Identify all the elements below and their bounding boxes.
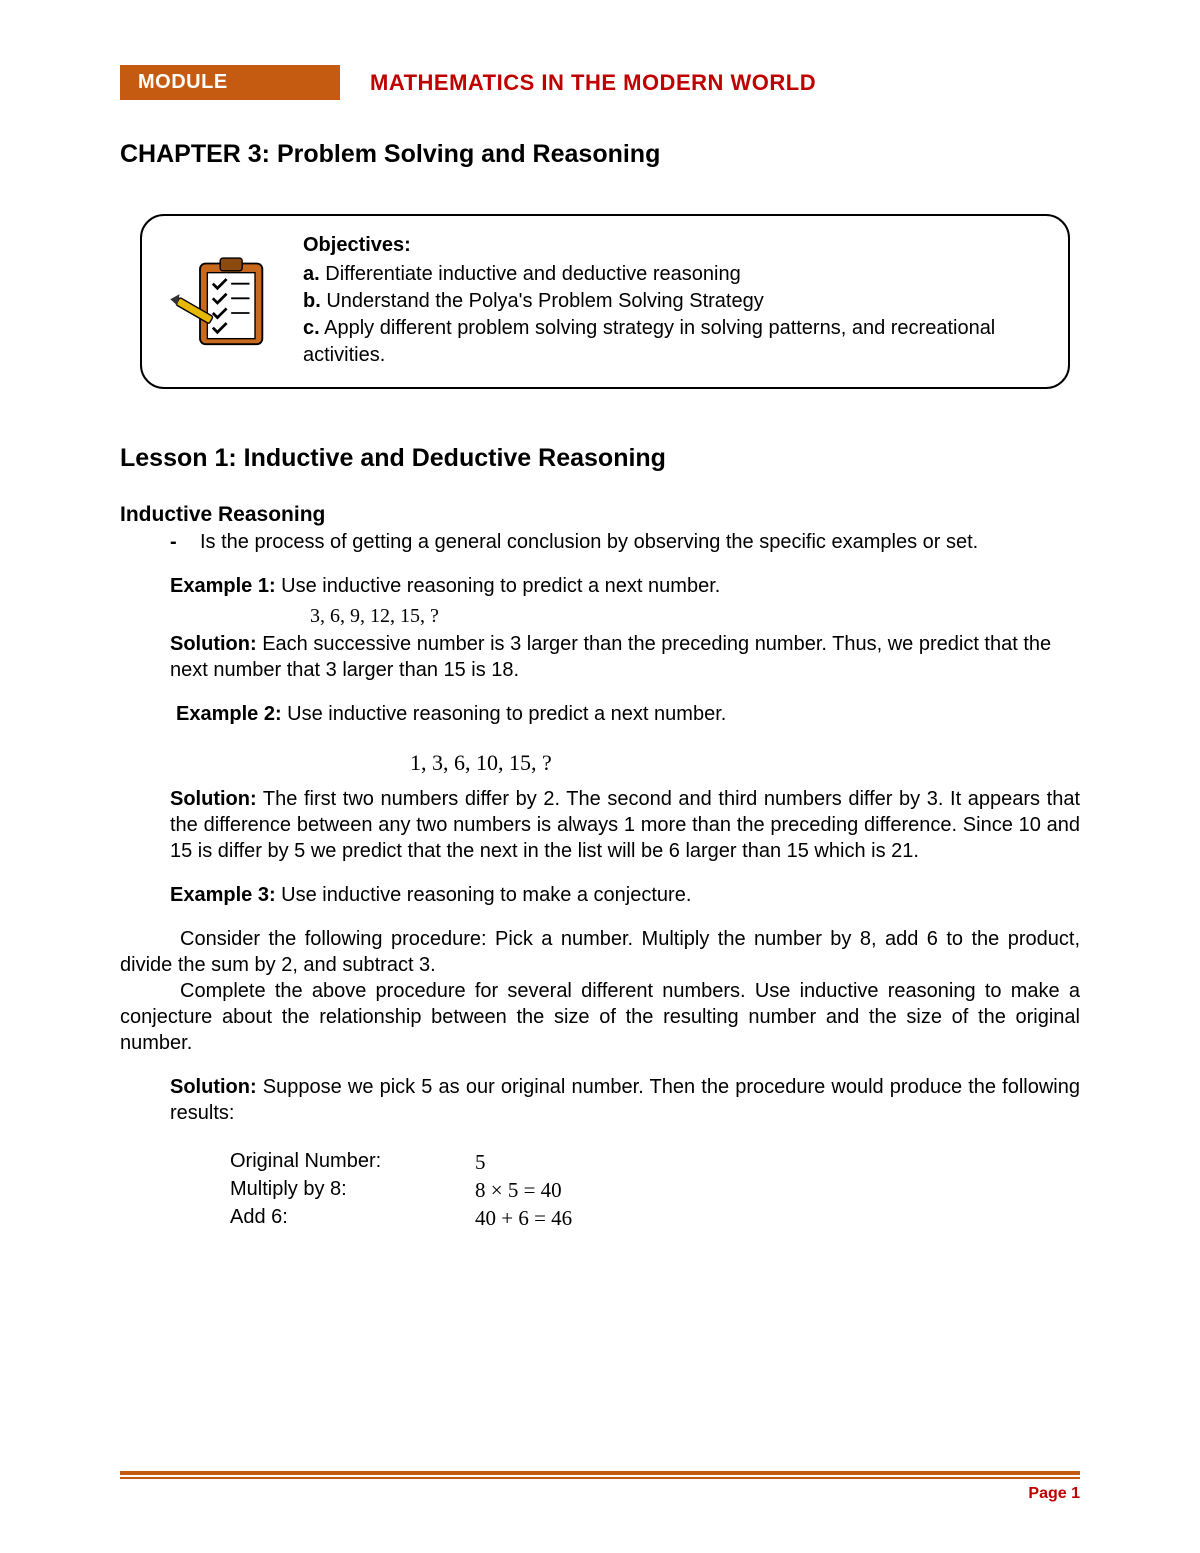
calc-value: 8 × 5 = 40 [475,1176,562,1204]
example1-sequence: 3, 6, 9, 12, 15, ? [310,603,1080,629]
bullet-dash: - [170,529,200,555]
footer-rule-thin [120,1477,1080,1479]
objectives-content: Objectives: a. Differentiate inductive a… [303,234,1040,369]
page-footer: Page 1 [120,1471,1080,1503]
page-container: MODULE MATHEMATICS IN THE MODERN WORLD C… [0,0,1200,1233]
solution3: Solution: Suppose we pick 5 as our origi… [170,1074,1080,1126]
example2-sequence: 1, 3, 6, 10, 15, ? [410,749,1080,778]
module-badge: MODULE [120,65,340,100]
calc-label: Multiply by 8: [230,1176,475,1204]
calc-label: Add 6: [230,1204,475,1232]
chapter-title: CHAPTER 3: Problem Solving and Reasoning [120,140,1080,169]
definition-text: Is the process of getting a general conc… [200,529,1080,555]
calc-row: Multiply by 8: 8 × 5 = 40 [230,1176,1080,1204]
definition-row: - Is the process of getting a general co… [170,529,1080,555]
objective-b: b. Understand the Polya's Problem Solvin… [303,288,1040,315]
calc-row: Add 6: 40 + 6 = 46 [230,1204,1080,1232]
objective-a: a. Differentiate inductive and deductive… [303,261,1040,288]
example2: Example 2: Use inductive reasoning to pr… [176,701,1080,727]
page-number: Page 1 [120,1485,1080,1503]
solution2: Solution: The first two numbers differ b… [170,786,1080,864]
objectives-box: Objectives: a. Differentiate inductive a… [140,214,1070,389]
example3-p1: Consider the following procedure: Pick a… [120,926,1080,978]
footer-rule-thick [120,1471,1080,1475]
content-block: - Is the process of getting a general co… [170,529,1080,1233]
solution1: Solution: Each successive number is 3 la… [170,631,1080,683]
subsection-title: Inductive Reasoning [120,503,1080,527]
calc-value: 40 + 6 = 46 [475,1204,572,1232]
lesson-title: Lesson 1: Inductive and Deductive Reason… [120,444,1080,473]
header-bar: MODULE MATHEMATICS IN THE MODERN WORLD [120,65,1080,100]
objectives-heading: Objectives: [303,234,1040,257]
calc-label: Original Number: [230,1148,475,1176]
course-title: MATHEMATICS IN THE MODERN WORLD [370,70,816,96]
calc-value: 5 [475,1148,486,1176]
example3-p2: Complete the above procedure for several… [120,978,1080,1056]
calculation-table: Original Number: 5 Multiply by 8: 8 × 5 … [230,1148,1080,1233]
clipboard-icon [170,247,285,357]
example3: Example 3: Use inductive reasoning to ma… [170,882,1080,908]
example1: Example 1: Use inductive reasoning to pr… [170,573,1080,599]
calc-row: Original Number: 5 [230,1148,1080,1176]
objective-c: c. Apply different problem solving strat… [303,315,1040,369]
